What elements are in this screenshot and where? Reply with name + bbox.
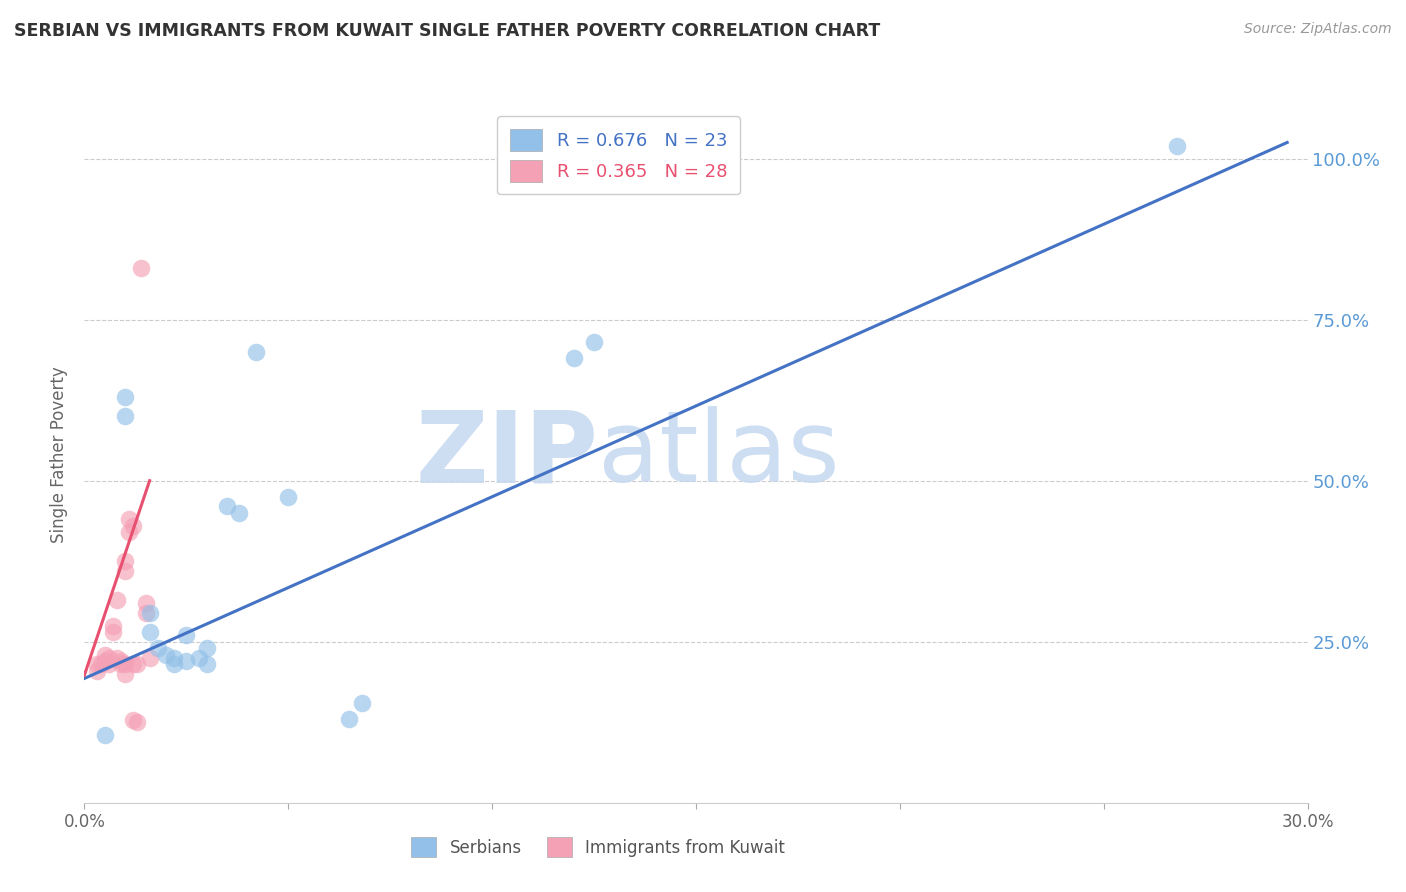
Point: [127, 657, 149, 672]
Point: [110, 657, 132, 672]
Point: [97, 657, 120, 672]
Point: [122, 714, 145, 728]
Point: [114, 554, 136, 568]
Point: [583, 335, 606, 350]
Text: atlas: atlas: [598, 407, 839, 503]
Point: [97, 651, 120, 665]
Point: [217, 500, 239, 514]
Point: [101, 625, 124, 640]
Point: [90, 657, 112, 672]
Point: [101, 618, 124, 632]
Point: [1166, 138, 1188, 153]
Point: [127, 715, 149, 730]
Point: [155, 648, 177, 662]
Point: [163, 657, 186, 672]
Point: [146, 641, 169, 656]
Point: [135, 606, 157, 620]
Point: [350, 696, 373, 710]
Text: SERBIAN VS IMMIGRANTS FROM KUWAIT SINGLE FATHER POVERTY CORRELATION CHART: SERBIAN VS IMMIGRANTS FROM KUWAIT SINGLE…: [14, 22, 880, 40]
Point: [195, 657, 218, 672]
Point: [122, 657, 145, 672]
Point: [339, 712, 361, 726]
Point: [86, 657, 108, 672]
Y-axis label: Single Father Poverty: Single Father Poverty: [51, 367, 69, 543]
Point: [93, 728, 117, 742]
Point: [138, 625, 160, 640]
Point: [562, 351, 585, 366]
Point: [118, 512, 141, 526]
Point: [114, 564, 136, 578]
Point: [118, 525, 141, 540]
Point: [195, 641, 218, 656]
Point: [138, 606, 160, 620]
Point: [176, 628, 198, 642]
Text: Source: ZipAtlas.com: Source: ZipAtlas.com: [1244, 22, 1392, 37]
Point: [86, 664, 108, 678]
Point: [93, 654, 117, 668]
Point: [176, 654, 198, 668]
Point: [93, 648, 117, 662]
Point: [187, 651, 209, 665]
Point: [138, 651, 160, 665]
Point: [114, 667, 136, 681]
Point: [105, 651, 128, 665]
Point: [277, 490, 299, 504]
Point: [228, 506, 250, 520]
Point: [114, 657, 136, 672]
Point: [245, 344, 267, 359]
Point: [110, 654, 132, 668]
Point: [114, 390, 136, 404]
Point: [122, 518, 145, 533]
Point: [163, 651, 186, 665]
Point: [114, 409, 136, 424]
Point: [135, 596, 157, 610]
Point: [105, 592, 128, 607]
Legend: Serbians, Immigrants from Kuwait: Serbians, Immigrants from Kuwait: [405, 830, 792, 864]
Point: [131, 261, 153, 276]
Text: ZIP: ZIP: [415, 407, 598, 503]
